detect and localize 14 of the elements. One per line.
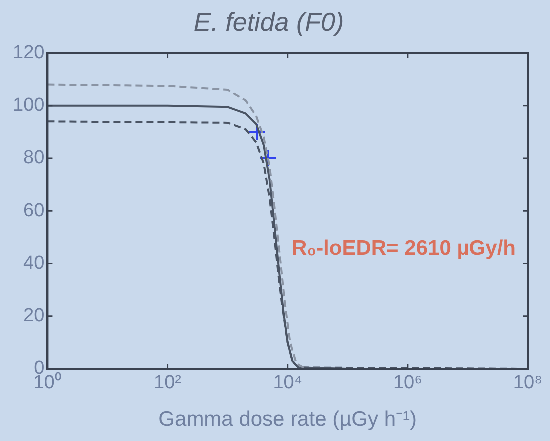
y-tick-label: 100 xyxy=(13,95,45,116)
y-tick-label: 120 xyxy=(13,42,45,64)
y-tick-label: 40 xyxy=(24,252,45,274)
x-tick-label: 10⁸ xyxy=(513,372,543,394)
y-tick-label: 60 xyxy=(24,200,45,222)
x-tick-label: 10⁶ xyxy=(393,372,422,394)
x-tick-label: 10⁰ xyxy=(34,372,62,394)
chart-title: E. fetida (F0) xyxy=(194,6,344,37)
y-tick-label: 80 xyxy=(24,148,45,169)
x-tick-label: 10² xyxy=(154,372,182,394)
y-tick-label: 20 xyxy=(24,306,45,327)
x-tick-label: 10⁴ xyxy=(273,372,303,394)
annotation: R₀-loEDR= 2610 µGy/h xyxy=(292,236,516,260)
x-axis-title: Gamma dose rate (µGy h⁻¹) xyxy=(158,408,418,432)
